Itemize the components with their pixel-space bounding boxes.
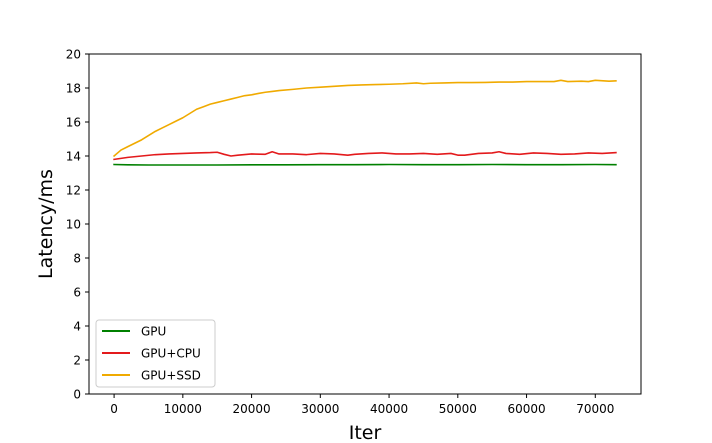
series-line-gpu-ssd [112,79,617,158]
y-tick-label: 20 [66,48,81,62]
x-tick-label: 30000 [301,402,339,416]
y-tick-label: 2 [73,354,81,368]
legend-box [95,319,216,388]
y-tick-label: 12 [66,184,81,198]
y-tick-label: 0 [73,388,81,402]
x-axis-label: Iter [349,422,382,443]
y-tick-label: 4 [73,320,81,334]
legend-label-gpu-ssd: GPU+SSD [141,369,201,383]
x-tick-label: 10000 [164,402,202,416]
y-tick-label: 6 [73,286,81,300]
series-line-gpu-cpu [113,150,617,161]
legend: GPU GPU+CPU GPU+SSD [95,319,216,388]
legend-label-gpu: GPU [141,325,166,339]
x-tick-label: 60000 [507,402,545,416]
x-tick-label: 70000 [576,402,614,416]
y-tick-label: 16 [66,116,81,130]
y-tick-label: 18 [66,82,81,96]
x-tick-label: 20000 [232,402,270,416]
x-tick-label: 0 [110,402,118,416]
y-tick-label: 14 [66,150,81,164]
series-line-gpu [113,163,617,166]
x-tick-label: 40000 [370,402,408,416]
y-axis-label: Latency/ms [35,169,57,279]
y-tick-label: 8 [73,252,81,266]
y-axis: 0 2 4 6 8 10 12 14 16 18 20 [66,48,89,402]
series-layer [112,79,617,166]
legend-label-gpu-cpu: GPU+CPU [141,347,201,361]
x-axis: 0 10000 20000 30000 40000 50000 60000 70000 [110,394,614,416]
y-tick-label: 10 [66,218,81,232]
x-tick-label: 50000 [439,402,477,416]
